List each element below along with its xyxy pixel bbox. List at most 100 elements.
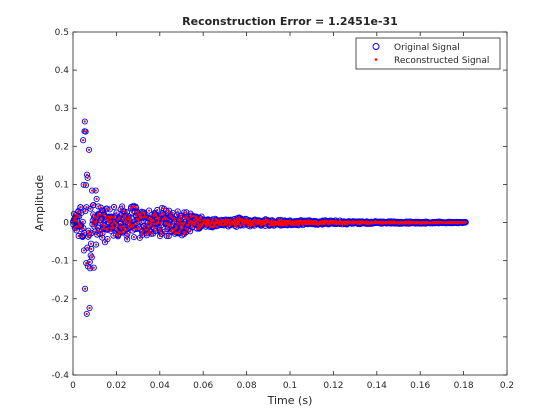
original-sample <box>80 225 87 232</box>
reconstructed-sample <box>115 228 119 232</box>
reconstructed-sample <box>264 224 267 228</box>
reconstructed-sample <box>105 207 109 210</box>
reconstructed-sample <box>200 215 203 218</box>
reconstructed-sample <box>148 230 151 233</box>
reconstructed-sample <box>205 224 209 227</box>
reconstructed-sample <box>190 223 193 226</box>
original-sample <box>79 218 86 225</box>
reconstructed-sample <box>137 217 140 221</box>
reconstructed-sample <box>87 229 90 232</box>
reconstructed-sample <box>262 219 266 222</box>
reconstructed-sample <box>165 217 169 220</box>
reconstructed-sample <box>189 212 192 215</box>
x-tick-label: 0.12 <box>323 381 343 391</box>
reconstructed-sample <box>135 215 138 218</box>
original-sample <box>90 264 97 271</box>
reconstructed-sample <box>130 205 133 209</box>
reconstructed-sample <box>98 232 102 236</box>
reconstructed-sample <box>341 223 344 226</box>
reconstructed-sample <box>79 206 82 209</box>
original-sample <box>83 310 90 317</box>
reconstructed-sample <box>139 228 142 231</box>
reconstructed-sample <box>81 220 84 223</box>
reconstructed-sample <box>178 216 182 219</box>
x-tick-label: 0.16 <box>410 381 430 391</box>
reconstructed-sample <box>90 232 93 235</box>
reconstructed-sample <box>177 219 180 222</box>
reconstructed-sample <box>96 216 99 219</box>
reconstructed-sample <box>121 205 124 208</box>
reconstructed-sample <box>140 220 143 224</box>
reconstructed-sample <box>110 215 114 219</box>
reconstructed-sample <box>165 234 168 238</box>
reconstructed-sample <box>80 228 83 231</box>
reconstructed-sample <box>323 222 326 225</box>
reconstructed-sample <box>101 232 104 235</box>
reconstructed-sample <box>165 222 168 225</box>
reconstructed-sample <box>278 219 281 222</box>
reconstructed-sample <box>89 242 93 245</box>
x-axis-label: Time (s) <box>267 394 313 407</box>
reconstructed-sample <box>137 220 140 223</box>
plot-area <box>69 118 469 317</box>
reconstructed-sample <box>145 232 148 235</box>
reconstructed-sample <box>137 226 141 229</box>
reconstructed-sample <box>197 218 200 221</box>
reconstructed-sample <box>116 218 119 222</box>
reconstructed-sample <box>199 219 202 223</box>
y-tick-label: 0.5 <box>55 28 69 38</box>
reconstructed-sample <box>119 208 122 211</box>
reconstructed-sample <box>84 130 87 133</box>
reconstructed-sample <box>177 222 180 226</box>
reconstructed-sample <box>254 220 257 223</box>
original-sample <box>85 146 93 153</box>
reconstructed-sample <box>84 210 87 213</box>
original-sample <box>78 209 85 216</box>
reconstructed-sample <box>99 218 103 222</box>
reconstructed-sample <box>165 209 168 212</box>
reconstructed-sample <box>90 189 94 192</box>
reconstructed-sample <box>178 229 181 232</box>
reconstructed-sample <box>141 233 144 236</box>
reconstructed-sample <box>155 217 158 220</box>
reconstructed-sample <box>114 214 117 217</box>
original-sample <box>83 204 90 211</box>
original-sample <box>130 234 137 241</box>
legend-original-marker <box>372 43 380 50</box>
reconstructed-sample <box>211 218 214 221</box>
reconstructed-sample <box>168 222 171 226</box>
reconstructed-sample <box>173 217 176 221</box>
reconstructed-sample <box>94 230 97 233</box>
reconstructed-sample <box>315 223 318 226</box>
reconstructed-sample <box>159 221 162 224</box>
reconstructed-sample <box>135 221 138 225</box>
reconstructed-sample <box>239 224 242 227</box>
reconstructed-sample <box>136 227 139 230</box>
reconstructed-sample <box>171 216 175 220</box>
chart-title: Reconstruction Error = 1.2451e-31 <box>182 15 398 28</box>
reconstructed-sample <box>146 228 149 231</box>
reconstructed-sample <box>171 211 174 214</box>
reconstructed-sample <box>134 228 137 231</box>
reconstructed-sample <box>107 218 110 221</box>
reconstructed-sample <box>464 221 467 224</box>
reconstructed-sample <box>103 224 106 227</box>
original-sample <box>110 203 118 211</box>
reconstructed-sample <box>169 225 172 228</box>
legend-reconstructed-marker <box>374 58 378 61</box>
reconstructed-signal-series <box>71 120 467 315</box>
reconstructed-sample <box>162 207 166 210</box>
y-tick-label: 0 <box>63 219 69 229</box>
reconstructed-sample <box>101 209 105 212</box>
reconstructed-sample <box>101 223 104 226</box>
y-tick-label: 0.4 <box>55 66 70 76</box>
reconstructed-sample <box>123 229 126 232</box>
reconstructed-sample <box>82 183 85 186</box>
reconstructed-sample <box>162 213 165 216</box>
reconstructed-sample <box>297 224 300 227</box>
x-tick-label: 0 <box>70 381 76 391</box>
reconstructed-sample <box>80 211 83 214</box>
reconstructed-sample <box>119 231 122 234</box>
reconstructed-sample <box>184 231 187 234</box>
reconstructed-sample <box>108 217 112 220</box>
